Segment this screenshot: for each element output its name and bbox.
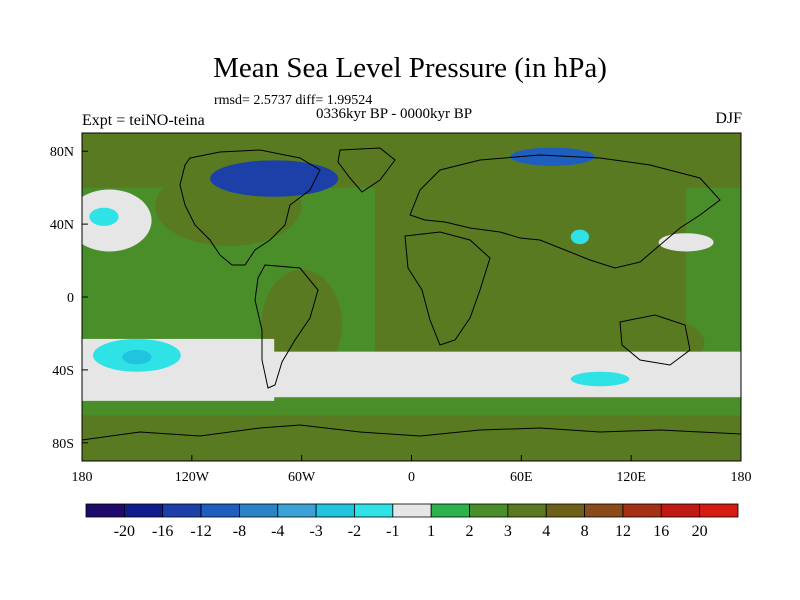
time-period-label: 0336kyr BP - 0000kyr BP [316, 106, 473, 122]
colorbar-swatch [200, 503, 240, 518]
colorbar-label: 1 [427, 523, 435, 540]
colorbar-label: 8 [581, 523, 589, 540]
x-tick-label: 120W [175, 470, 210, 485]
colorbar-swatch [545, 503, 585, 518]
y-tick-label: 40N [50, 218, 74, 233]
colorbar-swatch [277, 503, 317, 518]
colorbar-swatch [699, 503, 739, 518]
colorbar-swatch [430, 503, 470, 518]
y-tick-label: 0 [67, 291, 74, 306]
colorbar-label: -2 [348, 523, 361, 540]
season-label: DJF [715, 110, 742, 127]
x-tick-label: 120E [616, 470, 646, 485]
field-region-east-asia-low [658, 233, 714, 252]
y-tick-label: 80S [52, 437, 74, 452]
x-tick-label: 0 [408, 470, 415, 485]
coast-africa [404, 231, 491, 346]
field-region-canadian-arctic-low [210, 160, 339, 197]
y-tick-label: 80N [50, 145, 74, 160]
coast-eurasia [409, 154, 721, 269]
coast-north-america [179, 149, 321, 266]
chart-title: Mean Sea Level Pressure (in hPa) [213, 52, 607, 84]
x-tick-label: 60E [510, 470, 533, 485]
coastlines [82, 147, 741, 441]
x-axis: 180 120W 60W 0 60E 120E 180 [72, 455, 752, 485]
rmsd-diff-stats: rmsd= 2.5737 diff= 1.99524 [214, 93, 373, 108]
colorbar-swatch [660, 503, 701, 518]
y-axis: 80N 40N 0 40S 80S [50, 145, 88, 452]
y-tick-label: 40S [52, 364, 74, 379]
colorbar-label: -12 [190, 523, 211, 540]
colorbar-label: -4 [271, 523, 284, 540]
x-tick-label: 180 [731, 470, 752, 485]
colorbar-label: 20 [692, 523, 708, 540]
pressure-field [82, 133, 741, 461]
colorbar-label: -3 [309, 523, 322, 540]
field-region-siberian-arctic-low [510, 147, 595, 166]
colorbar-label: 16 [653, 523, 669, 540]
field-region-antarctica [82, 415, 741, 461]
field-region-arctic-belt [82, 133, 741, 188]
colorbar-label: -1 [386, 523, 399, 540]
colorbar-swatch [85, 503, 125, 518]
colorbar-label: 2 [466, 523, 474, 540]
colorbar: -20 -16 -12 -8 -4 -3 -2 -1 1 2 3 4 8 12 16 20 [85, 503, 739, 540]
colorbar-swatch [162, 503, 202, 518]
colorbar-swatch [469, 503, 509, 518]
colorbar-label: 3 [504, 523, 512, 540]
colorbar-label: -20 [114, 523, 135, 540]
colorbar-label: -16 [152, 523, 173, 540]
colorbar-label: -8 [233, 523, 246, 540]
x-tick-label: 180 [72, 470, 93, 485]
coast-australia [619, 314, 691, 366]
field-region-indian-ocean-low [570, 371, 630, 387]
colorbar-swatch [507, 503, 547, 518]
colorbar-swatch [622, 503, 662, 518]
field-region-tibet-low [570, 229, 590, 245]
field-region-south-pacific-low-inner [122, 349, 152, 365]
coast-antarctica [82, 424, 741, 441]
coast-greenland [337, 147, 396, 193]
field-region-north-pacific-low-core [89, 207, 119, 226]
colorbar-label: 12 [615, 523, 631, 540]
coast-south-america [254, 264, 319, 389]
colorbar-swatch [392, 503, 432, 518]
colorbar-label: 4 [542, 523, 550, 540]
experiment-label: Expt = teiNO-teina [82, 112, 205, 129]
x-tick-label: 60W [288, 470, 316, 485]
colorbar-swatch [239, 503, 279, 518]
colorbar-swatch [315, 503, 355, 518]
colorbar-swatch [584, 503, 624, 518]
colorbar-swatch [123, 503, 164, 518]
colorbar-swatch [354, 503, 394, 518]
